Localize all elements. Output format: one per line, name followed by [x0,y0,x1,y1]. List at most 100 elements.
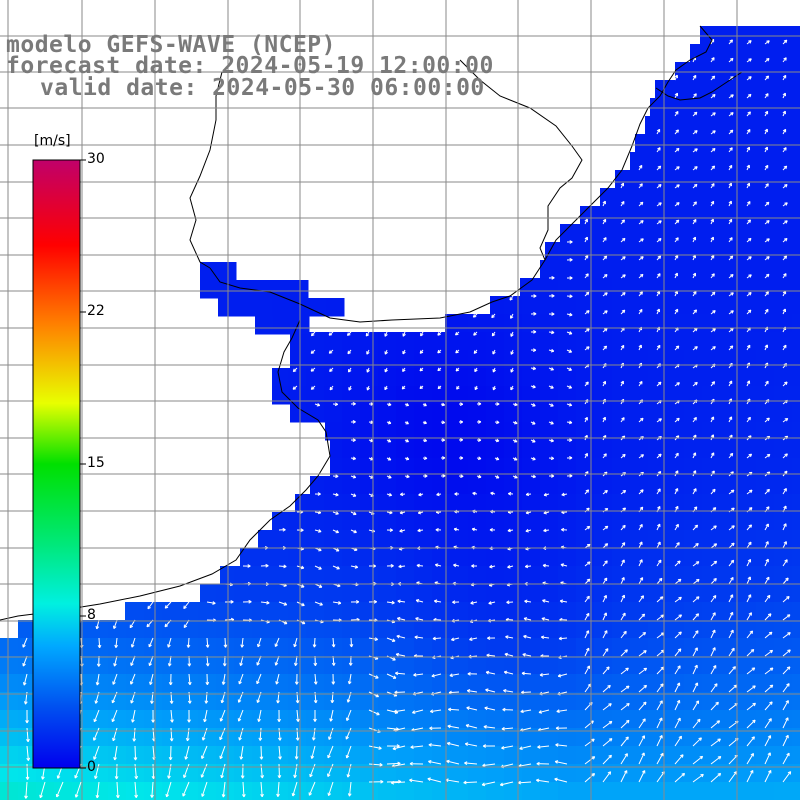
wind-speed-cell [558,656,577,675]
wind-speed-cell [774,296,793,315]
wind-speed-cell [288,512,307,531]
wind-speed-cell [558,584,577,603]
wind-speed-cell [396,692,415,711]
wind-vector [398,565,406,568]
wind-speed-cell [702,260,721,279]
wind-vector [710,629,716,639]
wind-vector [447,725,460,729]
wind-vector [278,565,287,568]
wind-vector [638,595,644,603]
forecast-date: forecast date: 2024-05-19 12:00:00 [6,53,494,79]
wind-vector [296,727,299,741]
wind-speed-cell [612,404,631,423]
wind-speed-cell [738,296,757,315]
wind-speed-cell [738,260,757,279]
wind-speed-cell [720,368,739,387]
wind-speed-cell [756,656,775,675]
wind-speed-cell [774,764,793,783]
wind-speed-cell [684,458,703,477]
wind-vector [782,666,791,675]
wind-speed-cell [522,638,541,657]
wind-speed-cell [756,170,775,189]
wind-vector [674,735,682,747]
wind-speed-cell [666,692,685,711]
wind-speed-cell [324,350,343,369]
wind-speed-cell [630,332,649,351]
wind-speed-cell [594,458,613,477]
wind-vector [293,637,298,647]
wind-vector [278,745,281,760]
wind-speed-cell [0,782,19,800]
wind-speed-cell [630,620,649,639]
wind-vector [656,700,663,711]
wind-speed-cell [162,656,181,675]
wind-vector [584,647,590,657]
wind-speed-cell [162,764,181,783]
wind-vector [620,753,628,765]
wind-speed-cell [504,782,523,800]
wind-speed-cell [738,674,757,693]
wind-vector [427,778,442,783]
wind-speed-cell [684,242,703,261]
wind-speed-cell [254,298,273,317]
wind-speed-cell [18,674,37,693]
wind-vector [96,673,100,686]
wind-speed-cell [125,602,127,621]
wind-speed-cell [630,260,649,279]
wind-speed-cell [648,656,667,675]
wind-vector [413,673,424,676]
wind-speed-cell [648,116,667,135]
wind-vector [602,648,609,657]
wind-speed-cell [324,530,343,549]
wind-speed-cell [540,692,559,711]
wind-speed-cell [792,332,800,351]
wind-speed-cell [432,620,451,639]
wind-speed-cell [200,262,219,281]
wind-speed-cell [432,548,451,567]
wind-speed-cell [630,710,649,729]
wind-speed-cell [738,620,757,639]
wind-speed-cell [414,332,433,351]
wind-speed-cell [666,494,685,513]
wind-speed-cell [630,746,649,765]
wind-vector [256,673,262,684]
wind-speed-cell [702,530,721,549]
wind-vector [521,672,532,675]
wind-speed-cell [522,620,541,639]
wind-speed-cell [270,620,289,639]
wind-speed-cell [324,512,343,531]
wind-vector [483,726,496,729]
wind-speed-cell [558,638,577,657]
wind-speed-cell [684,422,703,441]
wind-speed-cell [630,692,649,711]
wind-speed-cell [360,710,379,729]
wind-speed-cell [486,494,505,513]
wind-vector [638,524,643,531]
wind-speed-cell [738,98,757,117]
wind-speed-cell [594,764,613,783]
wind-vector [764,541,769,549]
wind-speed-cell [666,674,685,693]
wind-vector [115,637,118,648]
wind-speed-cell [486,350,505,369]
wind-vector [412,709,424,714]
wind-speed-cell [648,782,667,800]
wind-vector [206,601,216,604]
wind-vector [584,738,595,747]
wind-speed-cell [360,440,379,459]
wind-speed-cell [540,782,559,800]
wind-speed-cell [792,530,800,549]
wind-speed-cell [450,602,469,621]
wind-speed-cell [792,764,800,783]
wind-vector [584,561,591,567]
wind-speed-cell [414,350,433,369]
wind-vector [182,781,190,797]
wind-speed-cell [432,782,451,800]
wind-vector [350,565,358,568]
wind-vector [638,752,645,765]
wind-vector [692,755,703,765]
wind-vector [348,781,352,797]
wind-speed-cell [684,98,703,117]
wind-speed-cell [756,62,775,81]
wind-speed-cell [684,494,703,513]
